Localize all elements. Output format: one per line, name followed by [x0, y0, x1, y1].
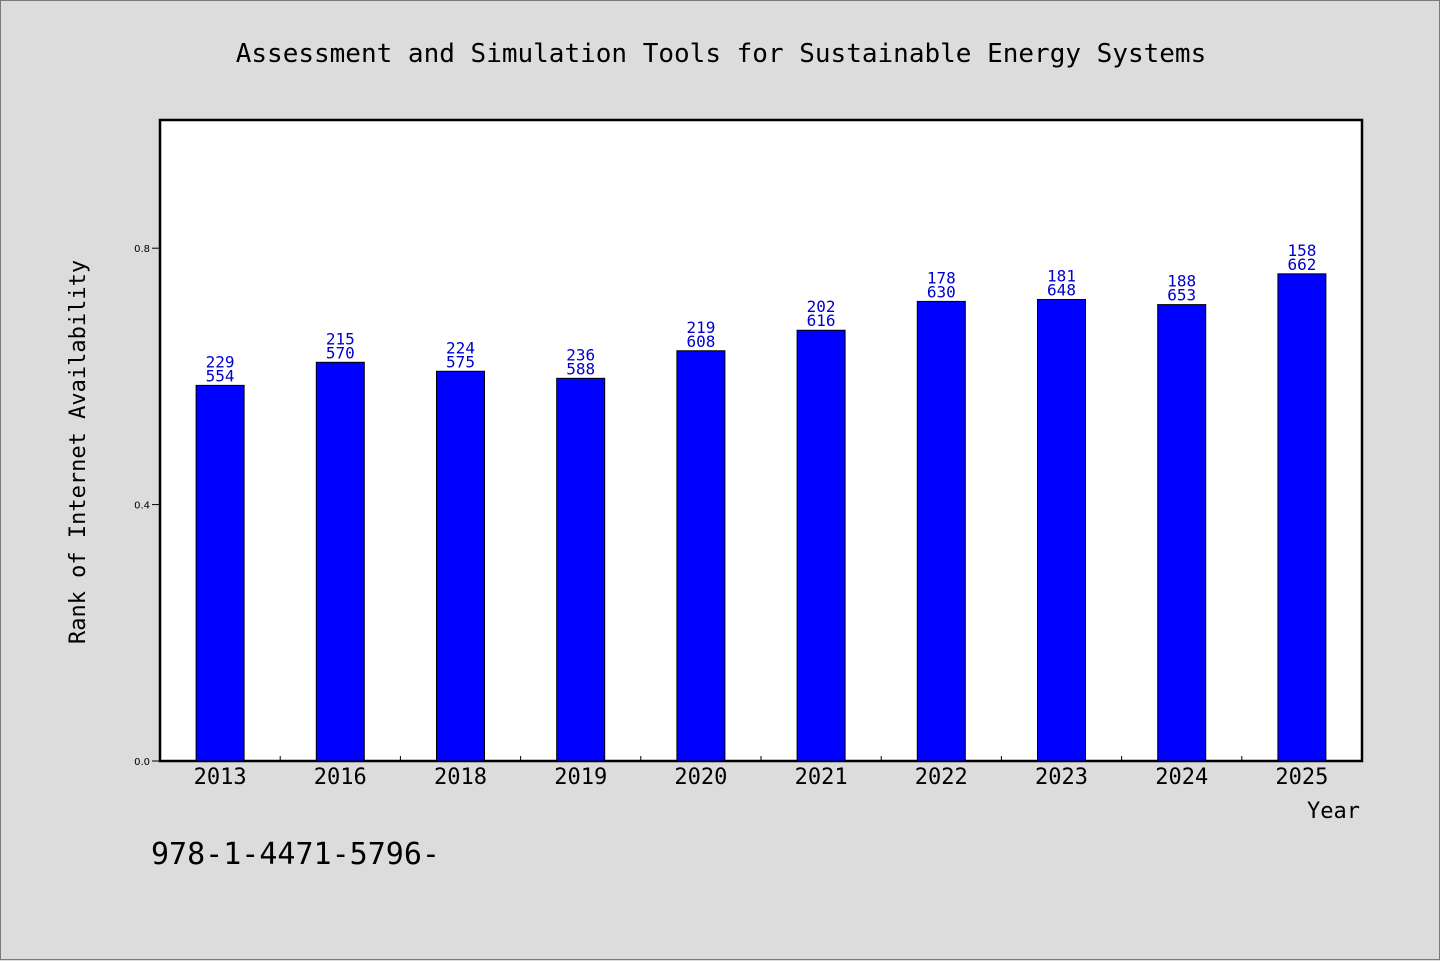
x-tick-label-2020: 2020 [674, 765, 727, 790]
data-label-top-2022: 178 [927, 268, 956, 287]
data-label-top-2023: 181 [1047, 266, 1076, 285]
bars-layer [195, 273, 1327, 762]
data-label-top-2018: 224 [446, 338, 475, 357]
bar-2016 [315, 361, 365, 762]
data-label-bottom-2025: 662 [1287, 255, 1316, 274]
bar-2024 [1157, 304, 1207, 762]
x-tick-label-2023: 2023 [1035, 765, 1088, 790]
bar-2021 [796, 329, 846, 762]
data-label-bottom-2021: 616 [807, 311, 836, 330]
bar-2013 [195, 384, 245, 762]
data-label-bottom-2020: 608 [686, 332, 715, 351]
data-label-bottom-2024: 653 [1167, 286, 1196, 305]
x-tick-label-2025: 2025 [1275, 765, 1328, 790]
y-axis: 0.0 0.4 0.8 [134, 244, 160, 768]
data-label-top-2016: 215 [326, 329, 355, 348]
data-label-bottom-2013: 554 [206, 366, 235, 385]
y-axis-label: Rank of Internet Availability [66, 260, 91, 644]
data-label-bottom-2019: 588 [566, 359, 595, 378]
chart-title: Assessment and Simulation Tools for Sust… [236, 39, 1207, 69]
y-tick-label: 0.8 [134, 244, 150, 255]
bar-2019 [556, 377, 606, 762]
data-label-bottom-2018: 575 [446, 352, 475, 371]
bar-2022 [916, 300, 966, 762]
x-tick-label-2018: 2018 [434, 765, 487, 790]
bar-2023 [1037, 298, 1086, 762]
x-tick-label-2021: 2021 [795, 765, 848, 790]
x-tick-label-2022: 2022 [915, 765, 968, 790]
x-tick-label-2019: 2019 [554, 765, 607, 790]
data-label-top-2019: 236 [566, 345, 595, 364]
bar-2020 [676, 350, 726, 762]
data-label-bottom-2022: 630 [927, 282, 956, 301]
x-axis-label: Year [1307, 799, 1360, 824]
footer-isbn-text: 978-1-4471-5796- [151, 837, 440, 872]
data-label-top-2025: 158 [1287, 241, 1316, 260]
data-label-bottom-2016: 570 [326, 343, 355, 362]
bar-2018 [436, 370, 485, 762]
x-tick-label-2016: 2016 [314, 765, 367, 790]
data-label-top-2021: 202 [807, 297, 836, 316]
data-label-top-2013: 229 [206, 352, 235, 371]
data-label-bottom-2023: 648 [1047, 280, 1076, 299]
x-tick-label-2024: 2024 [1155, 765, 1208, 790]
bar-2025 [1277, 273, 1327, 762]
x-tick-label-2013: 2013 [194, 765, 247, 790]
y-tick-label: 0.4 [134, 501, 150, 512]
data-label-top-2020: 219 [686, 318, 715, 337]
y-tick-label: 0.0 [134, 757, 150, 768]
data-label-top-2024: 188 [1167, 272, 1196, 291]
x-axis: 2013 2016 2018 2019 2020 2021 2022 2023 2024 2025 [194, 756, 1328, 790]
